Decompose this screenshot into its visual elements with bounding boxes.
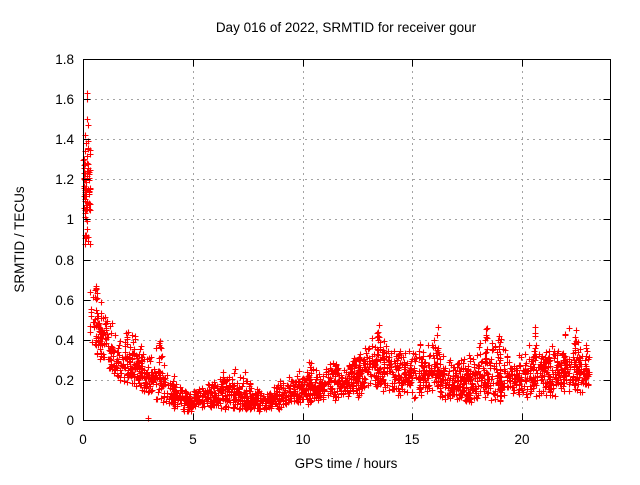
y-tick-label: 0.8	[55, 253, 74, 268]
axis-frame	[83, 59, 611, 421]
x-tick-label: 15	[404, 432, 419, 447]
x-tick-label: 20	[514, 432, 529, 447]
y-tick-label: 1.2	[55, 172, 74, 187]
y-tick-label: 1.4	[55, 132, 74, 147]
y-tick-label: 0.4	[55, 333, 74, 348]
y-tick-label: 1.6	[55, 92, 74, 107]
scatter-points	[80, 90, 593, 422]
plot-border	[83, 59, 611, 421]
x-axis-label: GPS time / hours	[295, 456, 398, 471]
chart-title: Day 016 of 2022, SRMTID for receiver gou…	[216, 20, 477, 35]
scatter-plus-markers	[80, 90, 593, 422]
x-tick-label: 0	[79, 432, 87, 447]
y-tick-label: 1	[66, 212, 74, 227]
tick-labels: 0 5 10 15 20 0 0.2 0.4 0.6 0.8 1 1.2 1.4 1.6 1.8	[55, 52, 529, 447]
y-axis-label: SRMTID / TECUs	[12, 186, 27, 293]
x-tick-label: 5	[189, 432, 197, 447]
y-tick-label: 0.2	[55, 373, 74, 388]
y-tick-label: 1.8	[55, 52, 74, 67]
x-tick-label: 10	[295, 432, 310, 447]
y-tick-label: 0.6	[55, 293, 74, 308]
y-tick-label: 0	[66, 413, 74, 428]
